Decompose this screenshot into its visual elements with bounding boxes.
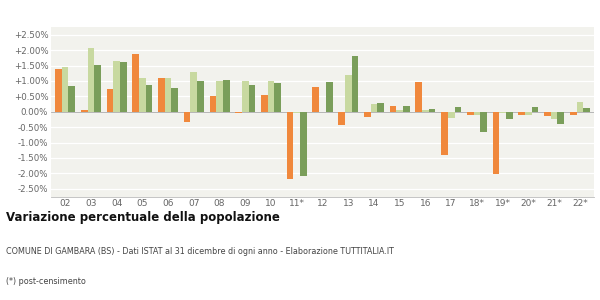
Bar (518, 112, 525, 115)
Bar (338, 112, 345, 125)
Bar (525, 112, 532, 115)
Bar (165, 78, 172, 112)
Bar (300, 112, 307, 176)
Bar (190, 72, 197, 112)
Bar (473, 112, 480, 115)
Bar (506, 112, 512, 119)
Bar (62, 67, 68, 112)
Bar (133, 54, 139, 112)
Text: (*) post-censimento: (*) post-censimento (6, 278, 86, 286)
Bar (422, 110, 429, 112)
Bar (415, 82, 422, 112)
Bar (209, 96, 216, 112)
Bar (377, 103, 384, 112)
Bar (403, 106, 410, 112)
Bar (364, 112, 371, 117)
Bar (352, 56, 358, 112)
Bar (326, 82, 332, 112)
Bar (68, 86, 75, 112)
Bar (467, 112, 473, 115)
Bar (397, 110, 403, 112)
Bar (242, 81, 248, 112)
Text: COMUNE DI GAMBARA (BS) - Dati ISTAT al 31 dicembre di ogni anno - Elaborazione T: COMUNE DI GAMBARA (BS) - Dati ISTAT al 3… (6, 248, 394, 256)
Bar (455, 107, 461, 112)
Bar (532, 107, 538, 112)
Bar (223, 80, 230, 112)
Bar (197, 81, 204, 112)
Bar (94, 65, 101, 112)
Bar (120, 62, 127, 112)
Bar (268, 81, 274, 112)
Bar (172, 88, 178, 112)
Bar (248, 85, 256, 112)
Bar (81, 110, 88, 112)
Bar (389, 106, 397, 112)
Bar (448, 112, 455, 118)
Bar (583, 108, 590, 112)
Bar (216, 81, 223, 112)
Bar (113, 61, 120, 112)
Bar (184, 112, 190, 122)
Bar (261, 95, 268, 112)
Bar (293, 112, 300, 113)
Bar (570, 112, 577, 115)
Bar (441, 112, 448, 155)
Bar (274, 83, 281, 112)
Bar (429, 109, 436, 112)
Bar (480, 112, 487, 132)
Bar (139, 79, 146, 112)
Bar (146, 85, 152, 112)
Text: Variazione percentuale della popolazione: Variazione percentuale della popolazione (6, 212, 280, 224)
Bar (313, 87, 319, 112)
Bar (499, 112, 506, 113)
Bar (577, 102, 583, 112)
Bar (493, 112, 499, 174)
Bar (158, 78, 165, 112)
Bar (88, 48, 94, 112)
Bar (371, 104, 377, 112)
Bar (557, 112, 564, 124)
Bar (287, 112, 293, 179)
Bar (544, 112, 551, 116)
Bar (107, 88, 113, 112)
Bar (55, 69, 62, 112)
Bar (235, 112, 242, 113)
Bar (551, 112, 557, 119)
Bar (345, 75, 352, 112)
